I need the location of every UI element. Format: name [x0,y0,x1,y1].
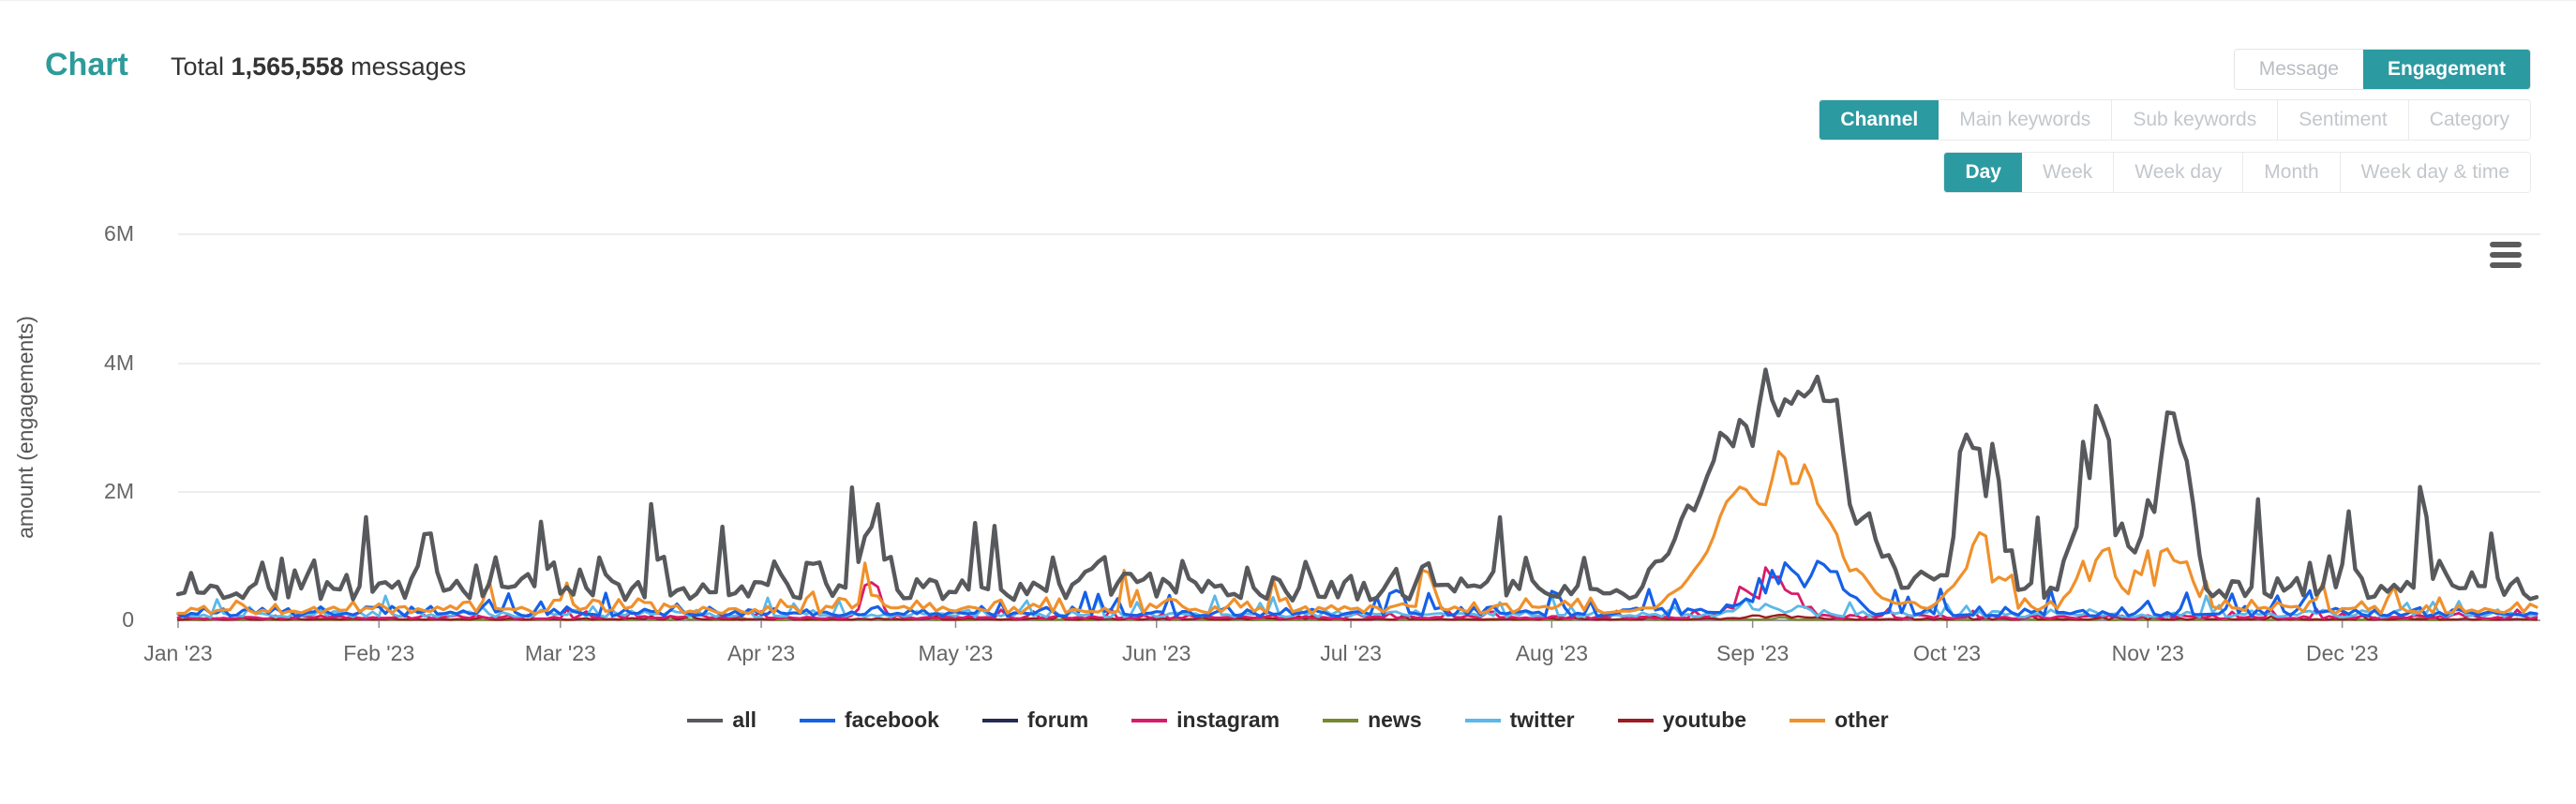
svg-text:Jul '23: Jul '23 [1320,641,1382,665]
svg-text:2M: 2M [104,479,134,503]
svg-text:Jun '23: Jun '23 [1122,641,1191,665]
svg-text:Aug '23: Aug '23 [1516,641,1588,665]
svg-text:Nov '23: Nov '23 [2112,641,2184,665]
svg-text:Oct '23: Oct '23 [1913,641,1981,665]
svg-text:Apr '23: Apr '23 [727,641,795,665]
svg-text:May '23: May '23 [919,641,994,665]
svg-text:Feb '23: Feb '23 [343,641,414,665]
svg-text:amount (engagements): amount (engagements) [13,316,37,539]
svg-text:Jan '23: Jan '23 [143,641,212,665]
svg-text:4M: 4M [104,350,134,375]
svg-text:6M: 6M [104,221,134,246]
svg-text:Dec '23: Dec '23 [2306,641,2378,665]
svg-text:Mar '23: Mar '23 [525,641,596,665]
svg-text:Sep '23: Sep '23 [1716,641,1789,665]
svg-text:0: 0 [122,607,134,632]
